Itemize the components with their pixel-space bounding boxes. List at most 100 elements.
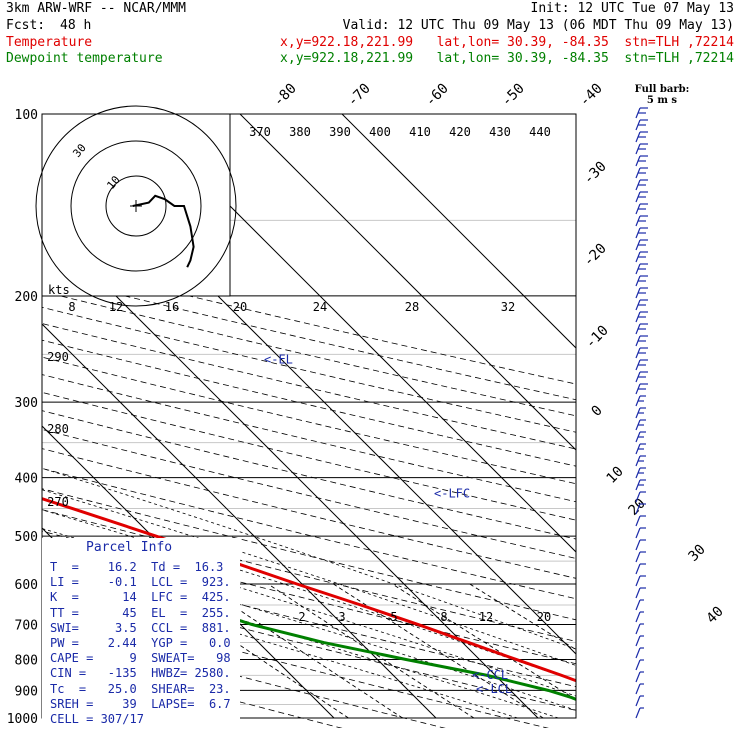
mixing-ratio-label: 8	[440, 610, 447, 624]
parcel-info-row: CIN = -135 HWBZ= 2580.	[50, 666, 231, 681]
dry-adiabat	[42, 275, 576, 401]
wind-barb	[635, 215, 648, 227]
hodograph-speed-label: 20	[233, 300, 247, 314]
wind-barb	[635, 227, 648, 239]
parcel-info-row: CAPE = 9 SWEAT= 98	[50, 651, 231, 666]
wind-barb	[635, 707, 644, 719]
temperature-legend: Temperature	[6, 35, 93, 50]
wind-barb	[635, 491, 646, 503]
wind-barb	[635, 527, 646, 539]
wind-barb	[635, 455, 646, 467]
lcl-label: <-LCL	[476, 682, 512, 696]
pressure-tick-label: 400	[15, 472, 38, 487]
mixing-ratio-label: 20	[537, 610, 551, 624]
hodograph-speed-label: 12	[109, 300, 123, 314]
isotherm-label: 40	[704, 604, 727, 627]
wind-barb	[635, 419, 646, 431]
dry-adiabat	[42, 260, 576, 385]
hodograph-ring	[70, 140, 202, 272]
init-time: Init: 12 UTC Tue 07 May 13	[530, 1, 735, 16]
hodograph-ring	[35, 105, 237, 307]
pressure-tick-label: 800	[15, 653, 38, 668]
mixing-ratio-label: 12	[479, 610, 493, 624]
parcel-info-row: SREH = 39 LAPSE= 6.7	[50, 696, 231, 711]
isotherm-label: 0	[589, 403, 606, 420]
wind-barb	[635, 443, 646, 455]
wind-barb	[635, 395, 646, 407]
forecast-hours: 48 h	[60, 18, 92, 33]
pressure-tick-label: 1000	[7, 712, 38, 727]
wind-barb	[635, 251, 648, 263]
wind-barb	[635, 275, 648, 287]
wind-barb	[635, 179, 648, 191]
wind-barb	[635, 263, 648, 275]
theta-label: 430	[489, 125, 511, 139]
parcel-info-row: Tc = 25.0 SHEAR= 23.	[50, 681, 231, 696]
parcel-info-title: Parcel Info	[86, 540, 173, 555]
hodograph-speed-label: 32	[501, 300, 515, 314]
lfc-label: <-LFC	[434, 487, 470, 501]
wind-barb	[635, 311, 648, 323]
theta-label: 410	[409, 125, 431, 139]
isotherm-line	[137, 114, 576, 553]
wind-barb	[635, 467, 646, 479]
theta-label: 370	[249, 125, 271, 139]
parcel-info-row: T = 16.2 Td = 16.3	[50, 560, 224, 574]
wind-barb	[635, 107, 648, 119]
isotherm-label: 10	[604, 464, 627, 487]
wind-barb	[635, 695, 644, 707]
isotherm-label: -30	[581, 159, 610, 188]
parcel-info-row: TT = 45 EL = 255.	[50, 605, 231, 620]
hodograph-trace	[132, 194, 195, 268]
pressure-tick-label: 600	[15, 578, 38, 593]
isotherm-label: -70	[345, 81, 374, 110]
theta-label: 380	[289, 125, 311, 139]
plot-frame	[41, 113, 577, 719]
dry-adiabat-label: 270	[47, 495, 69, 509]
wind-barb	[635, 623, 644, 635]
mixing-ratio-line	[469, 583, 576, 651]
wind-barb	[635, 155, 648, 167]
hodograph-speed-label: 24	[313, 300, 327, 314]
dry-adiabat-label: 280	[47, 422, 69, 436]
parcel-info-row: PW = 2.44 YGP = 0.0	[50, 636, 231, 650]
pressure-tick-label: 900	[15, 684, 38, 699]
wind-barb	[635, 359, 648, 371]
wind-barb	[635, 323, 648, 335]
temperature-location: x,y=922.18,221.99 lat,lon= 30.39, -84.35…	[280, 35, 734, 50]
hodograph-kts-label: kts	[48, 283, 70, 297]
hodograph-speed-label: 16	[165, 300, 179, 314]
barb-legend-line2: 5 m s	[646, 95, 678, 106]
valid-time: Valid: 12 UTC Thu 09 May 13 (06 MDT Thu …	[342, 18, 734, 33]
parcel-info-row: CELL = 307/17	[50, 712, 144, 726]
wind-barb	[635, 203, 648, 215]
hodograph-speed-label: 28	[405, 300, 419, 314]
ccl-label: <-CCL	[472, 668, 508, 682]
isotherm-label: -60	[423, 81, 452, 110]
dewpoint-profile	[42, 549, 576, 701]
wind-barb	[635, 191, 648, 203]
wind-barb	[635, 119, 648, 131]
wind-barb	[635, 539, 646, 551]
parcel-info-panel: Parcel Info T = 16.2 Td = 16.3 LI = -0.1 …	[42, 538, 240, 728]
el-label: <-EL	[264, 353, 293, 367]
parcel-info-row: LI = -0.1 LCL = 923.	[50, 575, 231, 590]
pressure-tick-label: 200	[15, 290, 38, 305]
theta-label: 400	[369, 125, 391, 139]
theta-label: 420	[449, 125, 471, 139]
moist-adiabat	[42, 545, 576, 711]
pressure-tick-label: 500	[15, 530, 38, 545]
isotherm-label: 30	[686, 542, 709, 565]
wind-barb	[635, 143, 648, 155]
dry-adiabat	[42, 623, 446, 728]
dry-adiabat-label: 290	[47, 350, 69, 364]
dry-adiabat	[42, 306, 576, 433]
pressure-tick-label: 700	[15, 618, 38, 633]
wind-barb	[635, 347, 648, 359]
wind-barb	[635, 371, 648, 383]
theta-label: 390	[329, 125, 351, 139]
wind-barb	[635, 167, 648, 179]
mixing-ratio-label: 5	[390, 610, 397, 624]
wind-barb	[635, 407, 646, 419]
